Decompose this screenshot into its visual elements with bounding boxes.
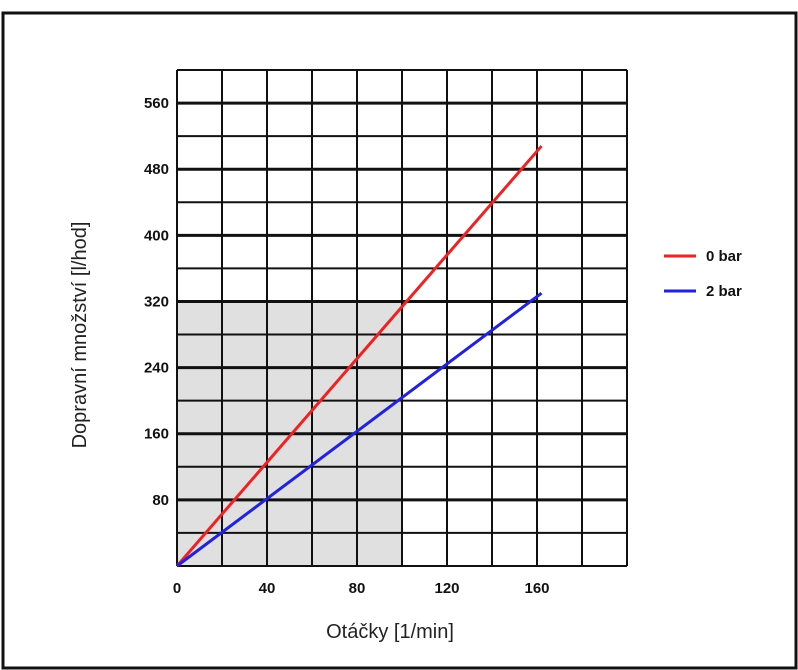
y-axis-title: Dopravní množství [l/hod] [69, 222, 91, 449]
x-tick-label: 40 [259, 580, 276, 597]
legend-label: 2 bar [706, 283, 742, 300]
legend-label: 0 bar [706, 248, 742, 265]
y-tick-label: 160 [144, 426, 169, 443]
series-line-1 [176, 291, 543, 568]
y-tick-label: 80 [152, 492, 169, 509]
y-tick-label: 480 [144, 161, 169, 178]
x-tick-label: 80 [349, 580, 366, 597]
x-tick-label: 0 [173, 580, 181, 597]
y-tick-label: 320 [144, 293, 169, 310]
y-tick-label: 240 [144, 360, 169, 377]
y-tick-label: 400 [144, 227, 169, 244]
x-tick-label: 120 [434, 580, 459, 597]
series-line-0 [175, 145, 543, 567]
x-tick-label: 160 [524, 580, 549, 597]
figure-frame [1, 11, 798, 670]
y-tick-label: 560 [144, 95, 169, 112]
x-axis-title: Otáčky [1/min] [326, 621, 454, 643]
